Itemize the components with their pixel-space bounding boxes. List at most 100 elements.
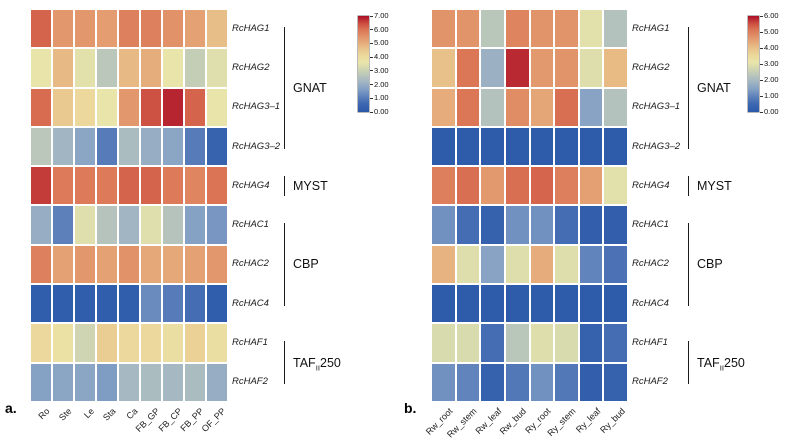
- heatmap-cell: [163, 49, 183, 87]
- row-label: RcHAC4: [632, 297, 669, 309]
- heatmap-cell: [530, 49, 554, 87]
- heatmap-cell: [579, 245, 603, 284]
- heatmap-cell: [163, 245, 183, 284]
- heatmap-cell: [481, 206, 504, 244]
- row-label: RcHAC1: [632, 219, 669, 231]
- row-label: RcHAG4: [632, 179, 670, 191]
- heatmap-cell: [456, 10, 480, 48]
- heatmap-cell: [432, 285, 455, 323]
- heatmap-cell: [207, 167, 227, 205]
- heatmap-cell: [432, 49, 455, 87]
- heatmap-cell: [207, 363, 227, 401]
- row-label: RcHAG2: [632, 61, 670, 73]
- heatmap-cell: [119, 88, 139, 126]
- colorbar-tick-label: 6.00: [370, 25, 389, 34]
- row-label: RcHAF2: [232, 376, 268, 388]
- heatmap-cell: [432, 10, 455, 48]
- heatmap-cell: [185, 167, 205, 205]
- heatmap-cell: [604, 127, 627, 166]
- colorbar-tick-mark: [760, 79, 763, 81]
- heatmap-cell: [119, 245, 139, 284]
- group-label: MYST: [697, 178, 732, 193]
- heatmap-cell: [31, 206, 51, 244]
- heatmap-cell: [481, 285, 504, 323]
- heatmap-cell: [119, 206, 139, 244]
- row-label: RcHAF1: [632, 337, 668, 349]
- heatmap-cell: [456, 245, 480, 284]
- heatmap-cell: [456, 88, 480, 126]
- heatmap-cell: [604, 88, 627, 126]
- colorbar-tick-label: 0.00: [370, 108, 389, 116]
- heatmap-cell: [185, 245, 205, 284]
- colorbar-tick-label: 1.00: [760, 92, 779, 100]
- row-label: RcHAG1: [632, 22, 670, 34]
- heatmap-cell: [481, 49, 504, 87]
- heatmap-cell: [75, 363, 95, 401]
- heatmap-cell: [75, 324, 95, 362]
- heatmap-cell: [185, 49, 205, 87]
- colorbar-tick-mark: [760, 15, 763, 17]
- group-bracket-line: [284, 341, 286, 385]
- heatmap-cell: [530, 285, 554, 323]
- heatmap-cell: [604, 49, 627, 87]
- heatmap-cell: [119, 285, 139, 323]
- heatmap-cell: [53, 10, 73, 48]
- heatmap-cell: [97, 167, 117, 205]
- heatmap-cell: [53, 245, 73, 284]
- row-label: RcHAG1: [232, 22, 270, 34]
- heatmap-cell: [579, 10, 603, 48]
- heatmap-cell: [579, 363, 603, 401]
- heatmap-cell: [530, 127, 554, 166]
- colorbar-tick-label: 4.00: [760, 44, 779, 52]
- heatmap-cell: [555, 10, 578, 48]
- heatmap-cell: [505, 324, 529, 362]
- row-label: RcHAC4: [232, 297, 269, 309]
- heatmap-cell: [481, 324, 504, 362]
- heatmap-cell: [163, 127, 183, 166]
- colorbar-tick-label: 3.00: [760, 60, 779, 68]
- heatmap-cell: [31, 10, 51, 48]
- colorbar-tick-mark: [370, 70, 373, 72]
- group-bracket-line: [688, 341, 690, 385]
- heatmap-cell: [505, 245, 529, 284]
- heatmap-cell: [456, 127, 480, 166]
- heatmap-cell: [53, 363, 73, 401]
- heatmap-cell: [481, 127, 504, 166]
- heatmap-cell: [97, 206, 117, 244]
- heatmap-cell: [432, 127, 455, 166]
- heatmap-cell: [555, 324, 578, 362]
- heatmap-cell: [141, 49, 161, 87]
- heatmap-cell: [604, 167, 627, 205]
- colorbar-tick-mark: [370, 15, 373, 17]
- heatmap-cell: [185, 324, 205, 362]
- heatmap-cell: [481, 363, 504, 401]
- heatmap-cell: [141, 245, 161, 284]
- heatmap-cell: [53, 88, 73, 126]
- heatmap-cell: [481, 245, 504, 284]
- group-label: CBP: [697, 257, 723, 272]
- colorbar-tick-label: 4.00: [370, 53, 389, 61]
- heatmap-cell: [530, 10, 554, 48]
- colorbar-a: [358, 16, 369, 112]
- row-label: RcHAG3–1: [632, 101, 681, 113]
- row-label: RcHAF1: [232, 337, 268, 349]
- heatmap-cell: [579, 206, 603, 244]
- heatmap-cell: [555, 363, 578, 401]
- heatmap-cell: [207, 127, 227, 166]
- heatmap-cell: [119, 167, 139, 205]
- heatmap-cell: [456, 285, 480, 323]
- heatmap-cell: [185, 285, 205, 323]
- group-bracket-line: [284, 175, 286, 196]
- heatmap-cell: [530, 363, 554, 401]
- heatmap-cell: [432, 206, 455, 244]
- heatmap-cell: [207, 206, 227, 244]
- heatmap-cell: [530, 88, 554, 126]
- heatmap-cell: [555, 49, 578, 87]
- heatmap-cell: [75, 49, 95, 87]
- colorbar-tick-label: 0.00: [760, 108, 779, 116]
- heatmap-cell: [119, 49, 139, 87]
- group-bracket-line: [688, 223, 690, 306]
- heatmap-cell: [163, 206, 183, 244]
- row-label: RcHAF2: [632, 376, 668, 388]
- heatmap-cell: [185, 363, 205, 401]
